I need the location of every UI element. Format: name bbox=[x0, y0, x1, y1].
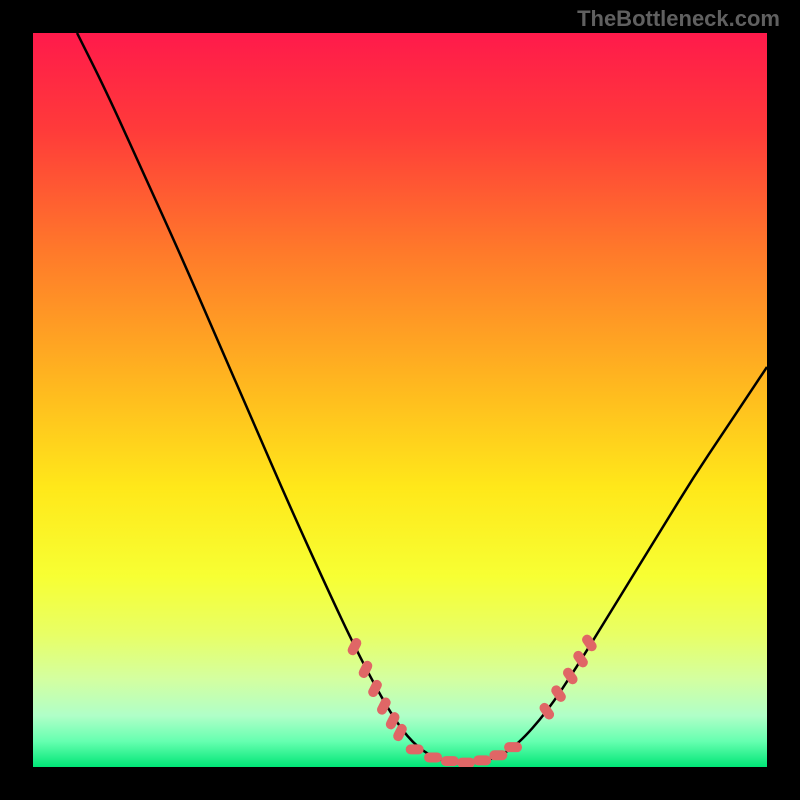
plot-area bbox=[33, 33, 767, 767]
marker-valley-floor bbox=[504, 742, 522, 752]
marker-valley-floor bbox=[406, 744, 424, 754]
marker-valley-floor bbox=[441, 756, 459, 766]
marker-valley-floor bbox=[457, 758, 475, 767]
gradient-background bbox=[33, 33, 767, 767]
marker-valley-floor bbox=[424, 752, 442, 762]
stage: TheBottleneck.com bbox=[0, 0, 800, 800]
chart-svg bbox=[33, 33, 767, 767]
watermark-text: TheBottleneck.com bbox=[577, 6, 780, 32]
marker-valley-floor bbox=[473, 755, 491, 765]
marker-valley-floor bbox=[489, 750, 507, 760]
